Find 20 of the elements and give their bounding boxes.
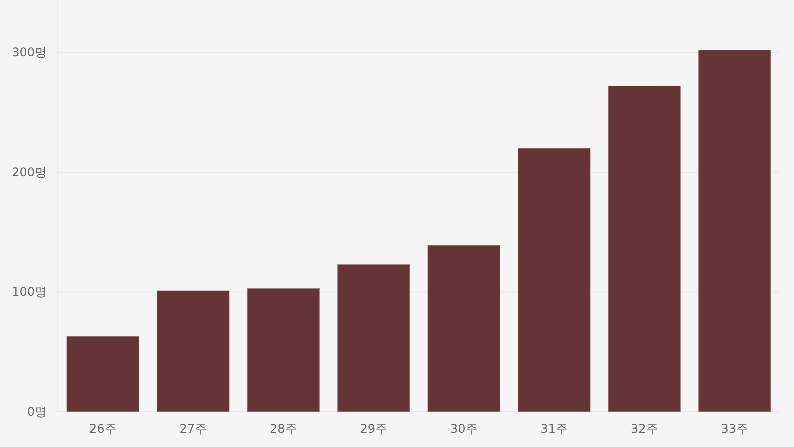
bar <box>66 336 140 412</box>
x-tick-label: 29주 <box>360 422 388 436</box>
bar <box>157 290 230 412</box>
y-tick-label: 200명 <box>12 165 47 180</box>
y-tick-label: 300명 <box>12 46 47 60</box>
bar <box>518 148 591 412</box>
x-tick-label: 28주 <box>270 422 298 436</box>
x-tick-label: 33주 <box>721 422 749 436</box>
x-tick-label: 31주 <box>540 422 568 436</box>
x-tick-label: 32주 <box>630 422 658 436</box>
x-tick-label: 30주 <box>450 422 478 436</box>
y-tick-label: 100명 <box>12 285 47 300</box>
bar <box>608 86 681 412</box>
x-tick-label: 26주 <box>89 422 117 436</box>
bar <box>247 288 320 412</box>
bar <box>698 50 772 412</box>
x-tick-label: 27주 <box>180 422 208 436</box>
y-tick-label: 0명 <box>27 405 47 419</box>
bar <box>428 245 500 412</box>
bar <box>338 264 410 412</box>
